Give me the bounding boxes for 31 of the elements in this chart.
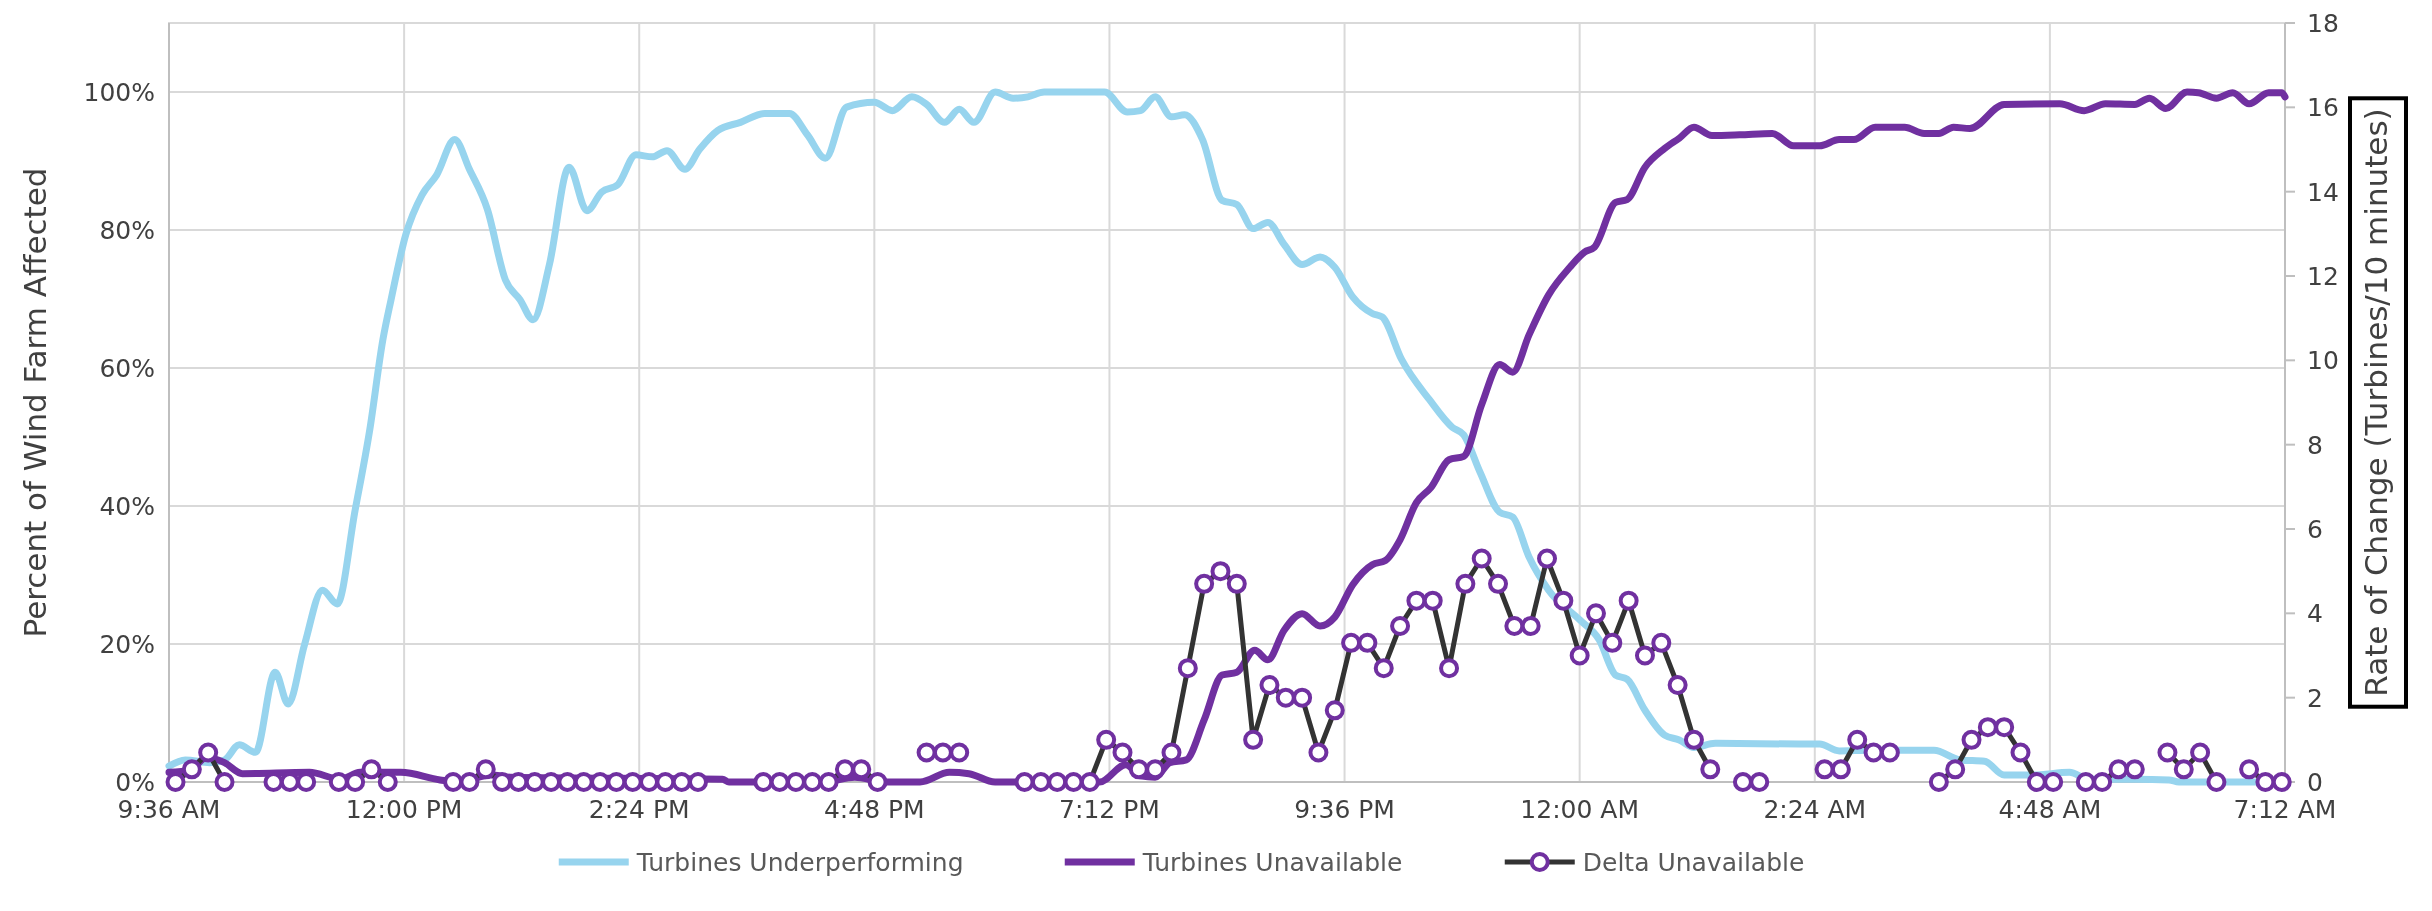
y2-tick-label: 2	[2307, 683, 2323, 713]
x-tick-label: 2:24 PM	[588, 795, 690, 824]
x-tick-label: 12:00 AM	[1520, 795, 1639, 824]
x-tick-label: 7:12 PM	[1059, 795, 1160, 824]
x-tick-label: 4:48 PM	[823, 795, 925, 824]
y2-tick-label: 6	[2307, 515, 2323, 544]
y2-tick-label: 14	[2307, 177, 2339, 207]
legend-label: Turbines Unavailable	[1141, 848, 1403, 877]
y-tick-label: 60%	[99, 354, 155, 383]
legend-label: Turbines Underperforming	[635, 848, 964, 877]
y2-tick-label: 8	[2307, 430, 2323, 460]
y-tick-label: 80%	[99, 216, 155, 245]
y-tick-label: 20%	[99, 630, 155, 659]
y2-tick-label: 18	[2307, 9, 2339, 38]
legend-label: Delta Unavailable	[1582, 848, 1805, 877]
y2-tick-label: 16	[2307, 93, 2339, 123]
y-tick-label: 40%	[99, 492, 155, 521]
x-tick-label: 2:24 AM	[1763, 795, 1867, 824]
y2-tick-label: 10	[2307, 346, 2339, 376]
y2-tick-label: 0	[2307, 768, 2323, 797]
x-tick-label: 7:12 AM	[2233, 795, 2337, 824]
y-tick-label: 0%	[115, 768, 155, 797]
y-axis-title: Percent of Wind Farm Affected	[17, 167, 53, 638]
x-tick-label: 9:36 PM	[1294, 795, 1395, 824]
y2-axis-title: Rate of Change (Turbines/10 minutes)	[2357, 108, 2394, 697]
y2-tick-label: 12	[2307, 262, 2339, 291]
y-tick-label: 100%	[83, 78, 155, 107]
x-tick-label: 12:00 PM	[345, 795, 463, 824]
x-tick-label: 9:36 AM	[117, 795, 221, 824]
y2-tick-label: 4	[2307, 599, 2323, 629]
x-tick-label: 4:48 AM	[1998, 795, 2102, 824]
